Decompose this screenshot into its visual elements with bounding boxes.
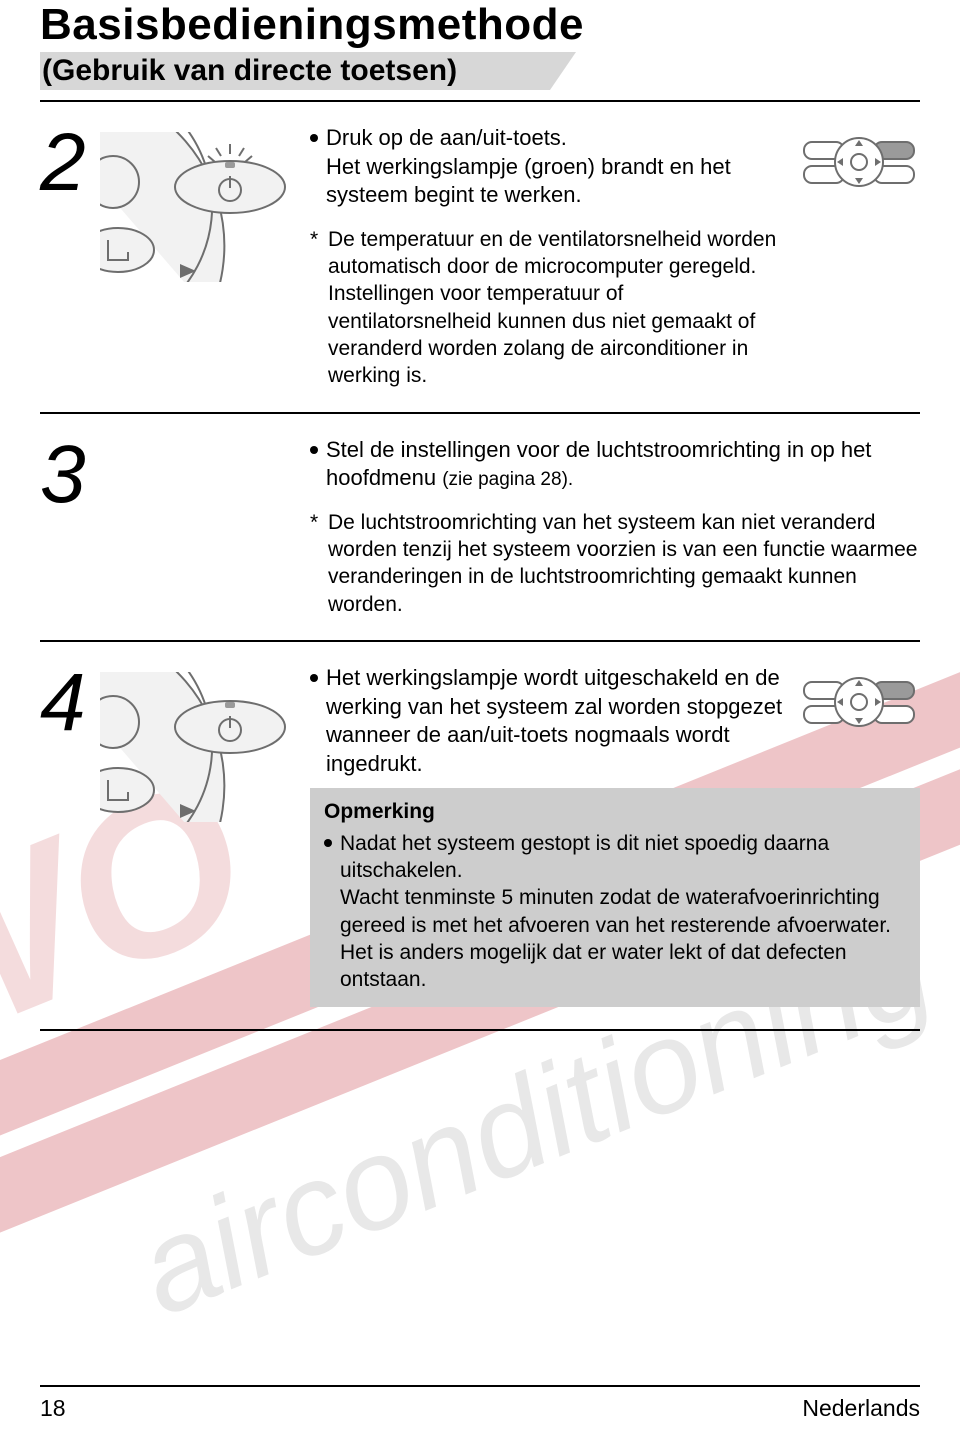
step-3-bullet: Stel de instellingen voor de luchtstroom… — [326, 437, 871, 491]
page-number: 18 — [40, 1395, 66, 1422]
note-title: Opmerking — [324, 798, 906, 825]
step-4: 4 — [40, 642, 920, 1031]
bullet-icon — [324, 839, 332, 847]
step-4-bullet: Het werkingslampje wordt uitgeschakeld e… — [326, 664, 788, 778]
subtitle: (Gebruik van directe toetsen) — [40, 52, 920, 92]
step-2-note: De temperatuur en de ventilatorsnelheid … — [328, 228, 776, 387]
remote-illustration — [100, 124, 310, 287]
asterisk-icon: * — [310, 509, 318, 536]
note-box: Opmerking Nadat het systeem gestopt is d… — [310, 788, 920, 1007]
asterisk-icon: * — [310, 226, 318, 253]
footer-lang: Nederlands — [802, 1395, 920, 1422]
bullet-icon — [310, 446, 318, 454]
bullet-icon — [310, 674, 318, 682]
remote-illustration — [100, 664, 310, 827]
dpad-icon — [800, 124, 920, 203]
step-number: 2 — [40, 124, 100, 198]
bullet-icon — [310, 134, 318, 142]
step-number: 3 — [40, 436, 100, 510]
note-bullet-text: Nadat het systeem gestopt is dit niet sp… — [340, 832, 829, 882]
step-2-bullet: Druk op de aan/uit-toets. — [326, 125, 567, 150]
page-footer: 18 Nederlands — [40, 1385, 920, 1422]
step-2: 2 — [40, 102, 920, 414]
step-3: 3 Stel de instellingen voor de luchtstro… — [40, 414, 920, 642]
step-2-text: Het werkingslampje (groen) brandt en het… — [326, 154, 731, 208]
subtitle-text: (Gebruik van directe toetsen) — [42, 54, 457, 88]
note-rest-text: Wacht tenminste 5 minuten zodat de water… — [340, 886, 891, 991]
step-3-note: De luchtstroomrichting van het systeem k… — [328, 511, 917, 616]
step-number: 4 — [40, 664, 100, 738]
page-title: Basisbedieningsmethode — [40, 0, 920, 50]
step-3-ref: (zie pagina 28). — [442, 469, 573, 490]
dpad-icon — [800, 664, 920, 746]
